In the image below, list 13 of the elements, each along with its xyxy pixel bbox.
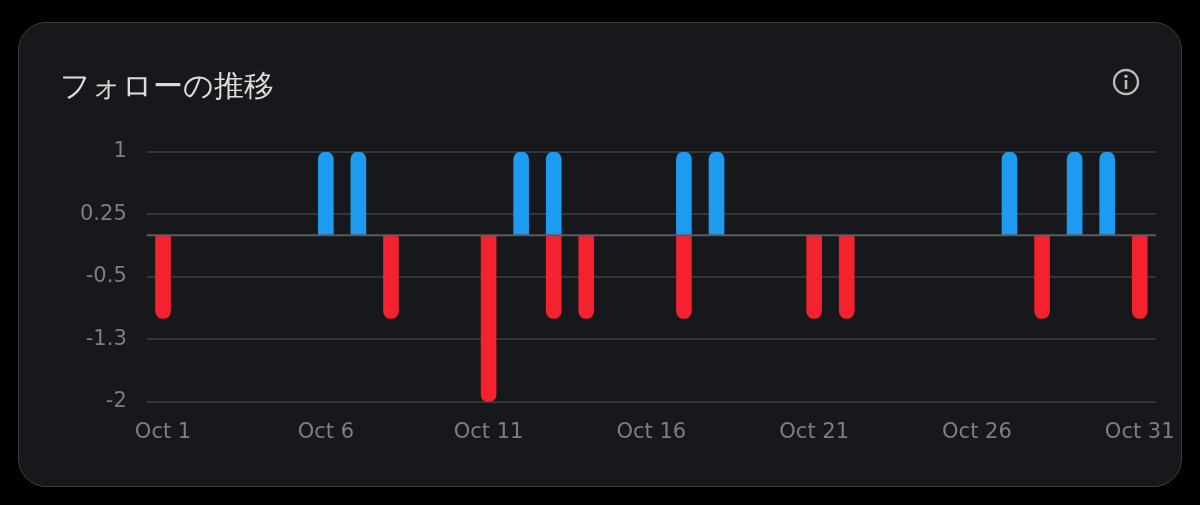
x-tick-label: Oct 11 xyxy=(453,418,524,443)
x-tick-label: Oct 16 xyxy=(616,418,687,443)
y-tick-label: 0.25 xyxy=(79,200,127,225)
x-tick-label: Oct 26 xyxy=(942,418,1012,443)
x-tick-label: Oct 1 xyxy=(134,418,192,443)
y-tick-label: -1.3 xyxy=(85,325,127,350)
x-tick-label: Oct 21 xyxy=(779,418,850,443)
y-tick-label: -2 xyxy=(105,388,127,413)
y-tick-label: -0.5 xyxy=(85,263,127,288)
y-tick-label: 1 xyxy=(113,138,127,163)
x-tick-label: Oct 31 xyxy=(1104,418,1175,443)
x-tick-label: Oct 6 xyxy=(297,418,354,443)
chart-title: フォローの推移 xyxy=(60,67,274,105)
